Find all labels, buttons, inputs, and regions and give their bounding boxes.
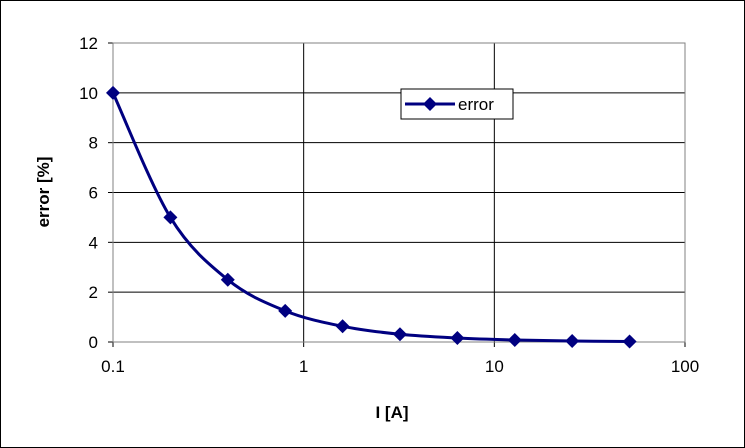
legend: error [400, 88, 514, 120]
y-tick-label: 10 [79, 84, 98, 103]
x-tick-label: 10 [485, 357, 504, 376]
data-point-marker [163, 210, 178, 225]
legend-marker-diamond [423, 97, 437, 111]
y-tick-label: 4 [89, 233, 98, 252]
data-point-marker [565, 334, 580, 349]
data-point-marker [392, 327, 407, 342]
y-tick-label: 6 [89, 184, 98, 203]
x-tick-labels: 0.1 1 10 100 [101, 357, 699, 376]
data-point-marker [220, 272, 235, 287]
data-point-marker [450, 331, 465, 346]
data-point-marker [106, 85, 120, 100]
legend-label: error [458, 95, 494, 114]
data-point-marker [335, 319, 350, 334]
data-point-marker [278, 303, 293, 318]
y-tick-label: 0 [89, 333, 98, 352]
x-tick-label: 100 [671, 357, 699, 376]
y-tick-labels: 0 2 4 6 8 10 12 [79, 34, 98, 352]
y-tick-label: 2 [89, 283, 98, 302]
plot-border [112, 42, 686, 343]
x-tick-label: 0.1 [101, 357, 125, 376]
data-point-marker [507, 333, 522, 348]
y-axis-title: error [%] [34, 157, 53, 228]
y-tick-label: 12 [79, 34, 98, 53]
data-point-marker [622, 334, 637, 349]
y-tick-label: 8 [89, 134, 98, 153]
x-tick-label: 1 [299, 357, 308, 376]
series-layer [106, 85, 637, 349]
x-axis-title: I [A] [375, 403, 408, 422]
